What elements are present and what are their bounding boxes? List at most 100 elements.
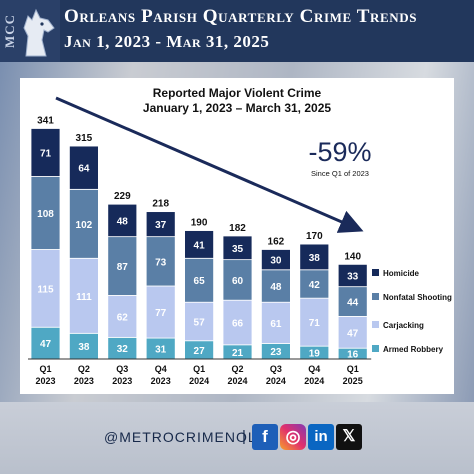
bar-segment: [337, 263, 368, 288]
bar-segment: [299, 297, 330, 347]
chart-title: Reported Major Violent Crime: [153, 86, 322, 100]
bar-segment: [184, 257, 215, 303]
bar-segment: [222, 259, 253, 301]
segment-label: 37: [155, 220, 167, 231]
bar-segment: [69, 332, 99, 360]
x-tick-label: Q1: [193, 364, 205, 374]
footer-separator: |: [242, 428, 246, 445]
reduction-value: -59%: [308, 137, 371, 167]
footer-bar: [0, 402, 474, 474]
total-label: 190: [191, 218, 208, 229]
total-label: 140: [344, 251, 361, 262]
x-tick-label: Q3: [270, 364, 282, 374]
linkedin-icon[interactable]: in: [308, 424, 334, 450]
x-tick-label: 2024: [304, 376, 324, 386]
bar-segment: [260, 249, 291, 271]
bar-segment: [337, 316, 368, 349]
total-label: 315: [76, 133, 93, 144]
x-tick-label: 2024: [189, 376, 209, 386]
instagram-icon[interactable]: ◎: [280, 424, 306, 450]
segment-label: 66: [232, 318, 244, 329]
total-label: 182: [229, 223, 246, 234]
bar-segment: [184, 230, 215, 259]
segment-label: 23: [270, 347, 282, 358]
segment-label: 27: [194, 346, 206, 357]
segment-label: 71: [309, 318, 321, 329]
segment-label: 87: [117, 262, 129, 273]
x-tick-label: 2025: [343, 376, 363, 386]
legend-label: Homicide: [383, 269, 420, 278]
segment-label: 30: [270, 256, 282, 267]
segment-label: 35: [232, 244, 244, 255]
x-tick-label: Q1: [39, 364, 51, 374]
x-icon[interactable]: 𝕏: [336, 424, 362, 450]
segment-label: 77: [155, 308, 167, 319]
total-label: 229: [114, 191, 131, 202]
header-bar: MCC Orleans Parish Quarterly Crime Trend…: [0, 0, 474, 62]
bar-segment: [69, 188, 99, 259]
bar-segment: [30, 176, 61, 250]
segment-label: 38: [309, 253, 321, 264]
bar-segment: [145, 236, 176, 287]
reduction-caption: Since Q1 of 2023: [311, 169, 369, 178]
segment-label: 102: [76, 220, 93, 231]
bar-segment: [145, 211, 176, 238]
legend-label: Armed Robbery: [383, 345, 444, 354]
page-title: Orleans Parish Quarterly Crime Trends: [64, 6, 418, 27]
legend-swatch: [372, 345, 379, 352]
segment-label: 32: [117, 344, 129, 355]
x-tick-label: Q4: [155, 364, 167, 374]
segment-label: 38: [78, 342, 90, 353]
x-tick-label: 2023: [151, 376, 171, 386]
dog-logo-icon: [23, 8, 55, 57]
bar-segment: [69, 145, 99, 190]
trend-arrow: [55, 96, 364, 233]
segment-label: 47: [347, 328, 359, 339]
total-label: 162: [268, 236, 285, 247]
segment-label: 19: [309, 349, 321, 360]
legend-swatch: [372, 269, 379, 276]
legend-swatch: [372, 321, 379, 328]
segment-label: 60: [232, 276, 244, 287]
x-tick-label: Q1: [347, 364, 359, 374]
social-handle[interactable]: @METROCRIMENOLA: [104, 429, 267, 445]
bar-segment: [337, 286, 368, 317]
bar-segment: [107, 236, 138, 296]
bar-segment: [69, 257, 99, 334]
legend-swatch: [372, 293, 379, 300]
bar-segment: [260, 301, 291, 344]
segment-label: 44: [347, 298, 359, 309]
x-tick-label: 2024: [266, 376, 286, 386]
facebook-icon[interactable]: f: [252, 424, 278, 450]
segment-label: 111: [76, 292, 92, 303]
segment-label: 115: [37, 284, 54, 295]
bar-segment: [222, 235, 253, 261]
x-tick-label: 2023: [74, 376, 94, 386]
x-tick-label: Q4: [308, 364, 320, 374]
mcc-logo: MCC: [0, 0, 60, 62]
segment-label: 57: [194, 317, 206, 328]
segment-label: 31: [155, 345, 167, 356]
segment-label: 71: [40, 148, 52, 159]
segment-label: 16: [347, 350, 359, 361]
segment-label: 21: [232, 348, 244, 359]
bar-segment: [222, 299, 253, 346]
bar-segment: [107, 203, 138, 238]
bar-segment: [30, 249, 61, 328]
page-subtitle: Jan 1, 2023 - Mar 31, 2025: [64, 32, 270, 51]
bar-segment: [145, 285, 176, 339]
total-label: 170: [306, 231, 323, 242]
bar-segment: [184, 301, 215, 342]
segment-label: 48: [117, 216, 129, 227]
x-tick-label: Q2: [78, 364, 90, 374]
legend-label: Carjacking: [383, 321, 424, 330]
bar-segment: [299, 243, 330, 271]
segment-label: 64: [78, 164, 90, 175]
x-tick-label: 2023: [35, 376, 55, 386]
total-label: 218: [152, 199, 169, 210]
segment-label: 41: [194, 240, 206, 251]
segment-label: 61: [270, 319, 282, 330]
legend-label: Nonfatal Shooting: [383, 293, 452, 302]
x-tick-label: Q2: [231, 364, 243, 374]
segment-label: 47: [40, 339, 52, 350]
